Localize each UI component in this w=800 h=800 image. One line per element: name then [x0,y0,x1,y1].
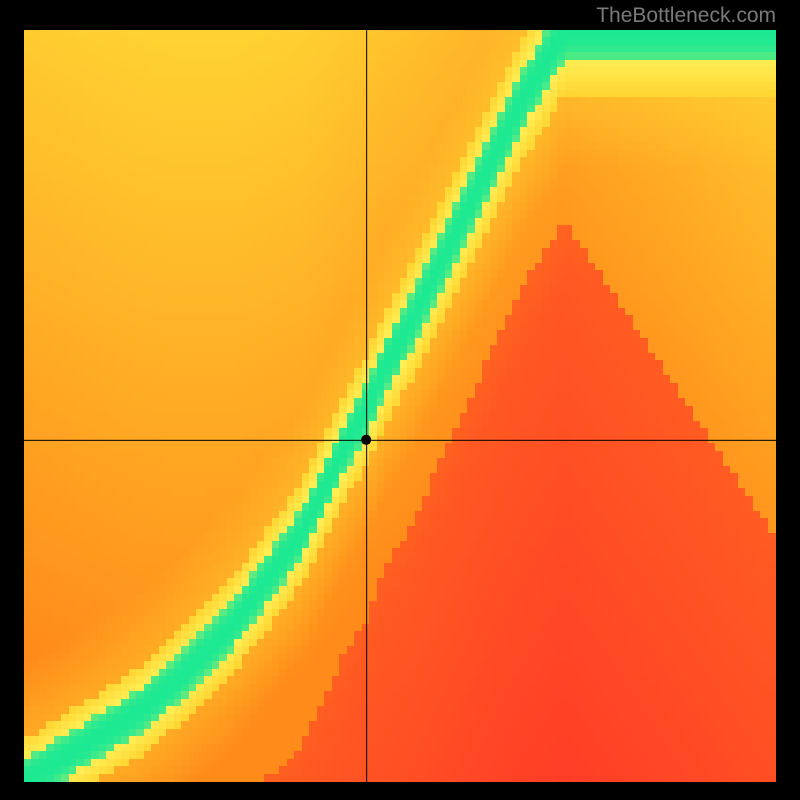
watermark-text: TheBottleneck.com [596,4,776,28]
heatmap-plot [24,30,776,782]
heatmap-canvas [24,30,776,782]
chart-container: TheBottleneck.com [0,0,800,800]
